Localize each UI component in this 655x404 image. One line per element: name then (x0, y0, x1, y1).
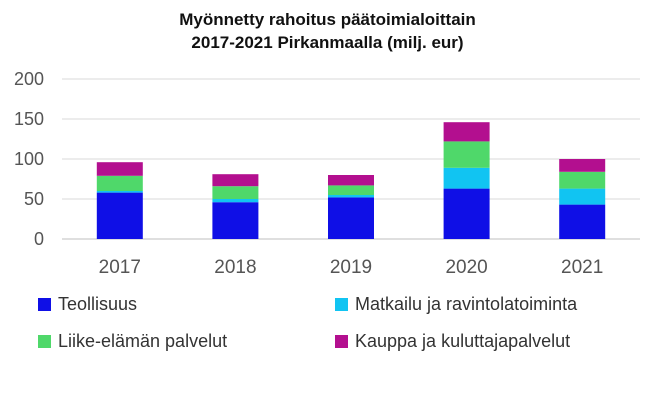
bar-segment-kauppa-ja-kuluttajapalvelut-2018 (212, 174, 259, 187)
x-tick-label: 2020 (445, 257, 487, 278)
bar-segment-matkailu-ja-ravintolatoiminta-2020 (443, 167, 490, 189)
y-tick-label: 0 (34, 229, 44, 249)
legend-item: Kauppa ja kuluttajapalvelut (335, 331, 570, 352)
bar-segment-teollisuus-2017 (96, 192, 143, 239)
y-tick-label: 200 (14, 69, 44, 89)
bar-segment-matkailu-ja-ravintolatoiminta-2021 (559, 188, 606, 205)
y-tick-label: 150 (14, 109, 44, 129)
x-tick-label: 2017 (99, 257, 141, 278)
x-tick-label: 2021 (561, 257, 603, 278)
chart-title: Myönnetty rahoitus päätoimialoittain (179, 10, 476, 29)
legend-swatch (38, 335, 51, 348)
stacked-bar-chart: 0 50 100 150 200 2017 2018 2019 2020 2021 (14, 69, 640, 278)
bar-segment-teollisuus-2020 (443, 188, 490, 239)
y-tick-label: 100 (14, 149, 44, 169)
legend-swatch (335, 335, 348, 348)
bar-segment-liike-el-m-n-palvelut-2018 (212, 186, 259, 199)
chart-subtitle: 2017-2021 Pirkanmaalla (milj. eur) (191, 33, 464, 52)
legend-item: Matkailu ja ravintolatoiminta (335, 294, 577, 315)
legend-label: Matkailu ja ravintolatoiminta (355, 294, 578, 314)
legend-item: Liike-elämän palvelut (38, 331, 227, 352)
legend-label: Liike-elämän palvelut (58, 331, 228, 351)
bar-segment-teollisuus-2018 (212, 202, 259, 239)
bar-segment-liike-el-m-n-palvelut-2017 (96, 175, 143, 191)
bar-segment-kauppa-ja-kuluttajapalvelut-2021 (559, 159, 606, 172)
bar-segment-liike-el-m-n-palvelut-2021 (559, 171, 606, 189)
legend-label: Kauppa ja kuluttajapalvelut (355, 331, 571, 351)
bar-segment-kauppa-ja-kuluttajapalvelut-2017 (96, 162, 143, 176)
bar-segment-kauppa-ja-kuluttajapalvelut-2020 (443, 122, 490, 142)
legend-label: Teollisuus (58, 294, 138, 314)
x-tick-label: 2018 (214, 257, 256, 278)
bar-segment-teollisuus-2019 (328, 197, 374, 239)
legend-swatch (38, 298, 51, 311)
legend-swatch (335, 298, 348, 311)
chart-legend: Teollisuus Matkailu ja ravintolatoiminta L… (38, 294, 638, 364)
bar-segment-teollisuus-2021 (559, 204, 606, 239)
bar-segment-matkailu-ja-ravintolatoiminta-2018 (212, 199, 259, 203)
bar-segment-matkailu-ja-ravintolatoiminta-2017 (96, 191, 143, 193)
bar-segment-liike-el-m-n-palvelut-2020 (443, 141, 490, 168)
legend-item: Teollisuus (38, 294, 137, 315)
bar-segment-matkailu-ja-ravintolatoiminta-2019 (328, 195, 374, 198)
x-tick-label: 2019 (330, 257, 372, 278)
y-tick-label: 50 (24, 189, 44, 209)
bar-segment-kauppa-ja-kuluttajapalvelut-2019 (328, 175, 374, 186)
bar-segment-liike-el-m-n-palvelut-2019 (328, 185, 374, 195)
